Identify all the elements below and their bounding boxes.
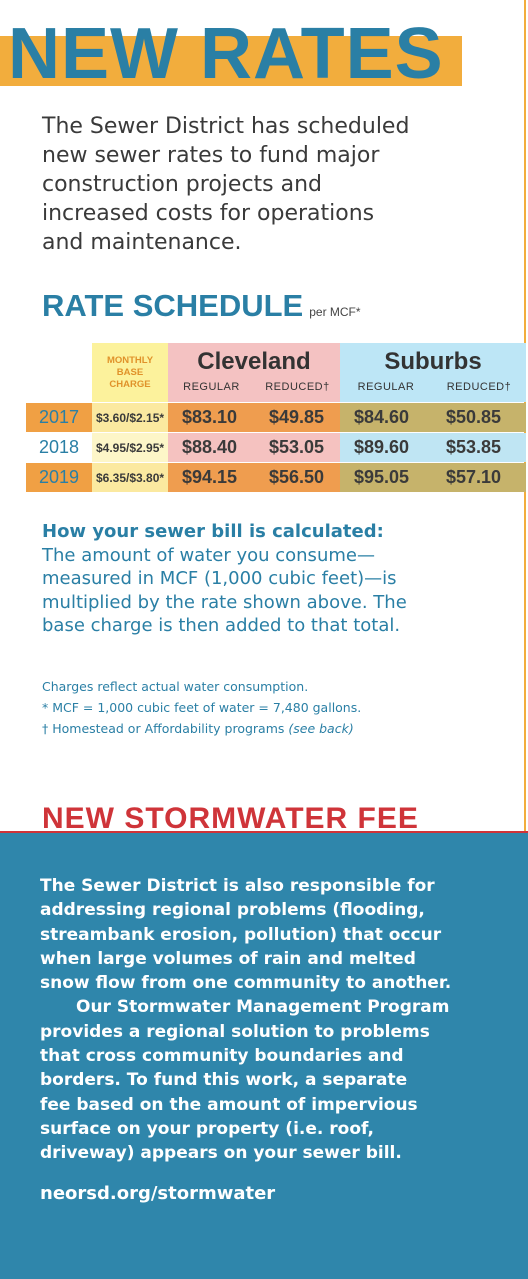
group-header: Suburbs	[384, 348, 482, 375]
base-charge: $3.60/$2.15*	[92, 403, 168, 432]
rate: $83.10	[168, 403, 255, 432]
calc-heading: How your sewer bill is calculated:	[42, 521, 384, 542]
group-header-bg	[340, 343, 526, 402]
title-bar	[0, 36, 462, 86]
link[interactable]: neorsd.org/stormwater	[40, 1183, 276, 1204]
stormwater-line: addressing regional problems (flooding,	[40, 900, 425, 921]
rate: $95.05	[340, 463, 432, 492]
rate-schedule-title: RATE SCHEDULE per MCF*	[42, 288, 361, 324]
rate: $89.60	[340, 433, 432, 462]
calculation: How your sewer bill is calculated: The am…	[42, 520, 407, 638]
note-text: † Homestead or Affordability programs	[42, 721, 285, 736]
base-charge: $4.95/$2.95*	[92, 433, 168, 462]
year: 2017	[26, 403, 92, 432]
subheader: REGULAR	[183, 381, 240, 393]
rate: $50.85	[432, 403, 526, 432]
stormwater-line: driveway) appears on your sewer bill.	[40, 1143, 402, 1164]
rate: $53.05	[255, 433, 340, 462]
intro-line: new sewer rates to fund major	[42, 143, 380, 168]
stormwater-line: fee based on the amount of impervious	[40, 1094, 418, 1115]
group-header-bg	[168, 343, 340, 402]
intro: The Sewer District has scheduled new sewe…	[42, 112, 409, 257]
calc-line: The amount of water you consume—	[42, 544, 375, 566]
rate: $53.85	[432, 433, 526, 462]
subheader: REDUCED†	[265, 381, 330, 393]
stormwater-line: Our Stormwater Management Program	[76, 997, 450, 1018]
intro-line: and maintenance.	[42, 230, 242, 255]
base-charge: $6.35/$3.80*	[92, 463, 168, 492]
calc-line: measured in MCF (1,000 cubic feet)—is	[42, 568, 397, 589]
stormwater-line: streambank erosion, pollution) that occu…	[40, 924, 442, 945]
stormwater-line: snow flow from one community to another.	[40, 973, 452, 994]
stormwater-line: when large volumes of rain and melted	[40, 948, 416, 969]
rate: $88.40	[168, 433, 255, 462]
notes: Charges reflect actual water consumption…	[42, 676, 361, 739]
calc-line: multiplied by the rate shown above. The	[42, 591, 407, 613]
note-italic: (see back)	[288, 721, 354, 736]
group-header: Cleveland	[197, 348, 311, 375]
rate: $49.85	[255, 403, 340, 432]
base-header: MONTHLY BASE CHARGE	[92, 343, 168, 402]
stormwater-line: borders. To fund this work, a separate	[40, 1070, 408, 1091]
title: NEW RATES	[8, 14, 444, 94]
stormwater-line: that cross community boundaries and	[40, 1046, 404, 1067]
stormwater-line: provides a regional solution to problems	[40, 1021, 430, 1042]
calc-line: base charge is then added to that total.	[42, 615, 401, 636]
intro-line: The Sewer District has scheduled	[42, 114, 410, 139]
subheader: REGULAR	[357, 381, 415, 393]
subheader: REDUCED†	[446, 381, 512, 393]
stormwater-line: surface on your property (i.e. roof,	[40, 1118, 374, 1139]
stormwater-text: The Sewer District is also responsible f…	[40, 874, 451, 1166]
stormwater-heading: NEW STORMWATER FEE	[42, 802, 419, 835]
stormwater-line: The Sewer District is also responsible f…	[40, 876, 435, 896]
stormwater-panel	[0, 831, 528, 1279]
note: * MCF = 1,000 cubic feet of water = 7,48…	[42, 700, 362, 715]
heading: RATE SCHEDULE	[42, 288, 304, 323]
note: Charges reflect actual water consumption…	[42, 679, 309, 694]
intro-line: increased costs for operations	[42, 201, 375, 226]
note: † Homestead or Affordability programs (s…	[42, 718, 361, 739]
rate: $84.60	[340, 403, 432, 432]
year: 2018	[26, 433, 92, 462]
rate: $57.10	[432, 463, 526, 492]
rate: $56.50	[255, 463, 340, 492]
intro-line: construction projects and	[42, 172, 323, 197]
year: 2019	[26, 463, 92, 492]
rate: $94.15	[168, 463, 255, 492]
unit: per MCF*	[309, 305, 361, 319]
